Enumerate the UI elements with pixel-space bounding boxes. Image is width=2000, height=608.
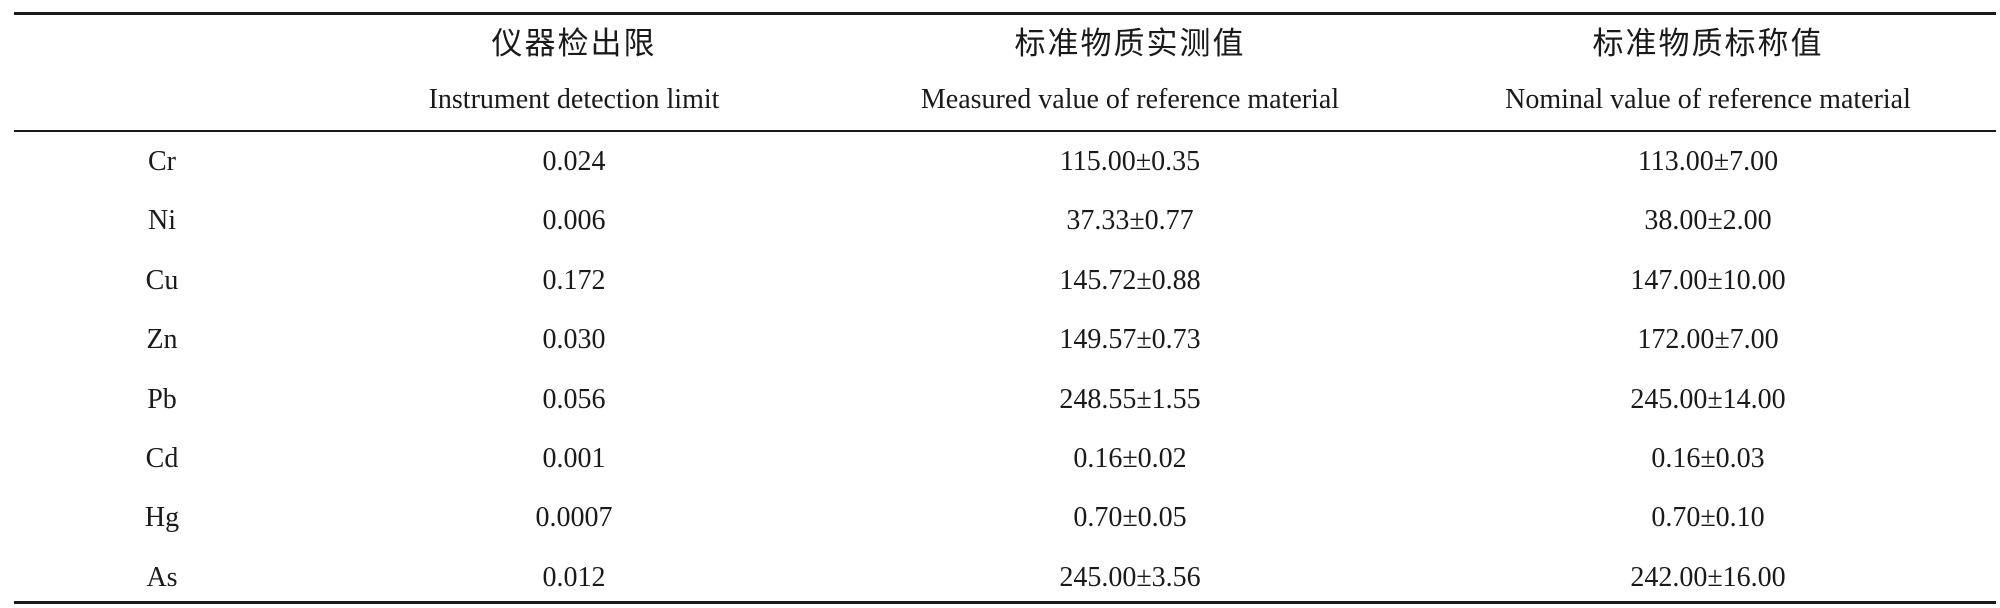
table-header-rule (14, 130, 1996, 132)
cell-measured-value: 0.70±0.05 (1073, 502, 1187, 534)
cell-nominal-value: 147.00±10.00 (1630, 264, 1786, 296)
cell-nominal-value: 113.00±7.00 (1637, 146, 1779, 177)
header-cn-detection-limit: 仪器检出限 (491, 26, 657, 61)
table-top-rule (14, 12, 1996, 15)
cell-nominal-value: 0.70±0.10 (1651, 502, 1765, 534)
cell-detection-limit: 0.006 (542, 205, 606, 237)
cell-detection-limit: 0.024 (542, 146, 606, 177)
cell-nominal-value: 245.00±14.00 (1630, 383, 1786, 415)
cell-element: As (146, 561, 178, 593)
cell-element: Hg (144, 502, 180, 534)
header-en-measured-value: Measured value of reference material (920, 84, 1340, 115)
cell-detection-limit: 0.172 (542, 264, 606, 296)
cell-element: Cr (148, 146, 176, 177)
cell-nominal-value: 38.00±2.00 (1644, 205, 1772, 237)
cell-measured-value: 115.00±0.35 (1059, 146, 1201, 177)
cell-measured-value: 145.72±0.88 (1059, 264, 1201, 296)
cell-measured-value: 0.16±0.02 (1073, 443, 1187, 474)
cell-measured-value: 248.55±1.55 (1059, 383, 1201, 415)
cell-measured-value: 245.00±3.56 (1059, 561, 1201, 593)
cell-detection-limit: 0.001 (542, 443, 606, 474)
cell-element: Zn (146, 324, 178, 356)
header-en-detection-limit: Instrument detection limit (428, 84, 720, 115)
cell-element: Cd (145, 443, 179, 474)
cell-element: Ni (148, 205, 176, 237)
table-bottom-rule (14, 601, 1996, 604)
cell-element: Pb (147, 383, 177, 415)
cell-detection-limit: 0.056 (542, 383, 606, 415)
cell-detection-limit: 0.0007 (535, 502, 613, 534)
cell-nominal-value: 172.00±7.00 (1637, 324, 1779, 356)
cell-element: Cu (145, 264, 179, 296)
cell-measured-value: 149.57±0.73 (1059, 324, 1201, 356)
cell-detection-limit: 0.030 (542, 324, 606, 356)
header-cn-nominal-value: 标准物质标称值 (1592, 26, 1824, 61)
header-en-nominal-value: Nominal value of reference material (1505, 84, 1911, 115)
cell-nominal-value: 0.16±0.03 (1651, 443, 1765, 474)
header-cn-measured-value: 标准物质实测值 (1014, 26, 1246, 61)
cell-measured-value: 37.33±0.77 (1066, 205, 1194, 237)
cell-detection-limit: 0.012 (542, 561, 606, 593)
cell-nominal-value: 242.00±16.00 (1630, 561, 1786, 593)
